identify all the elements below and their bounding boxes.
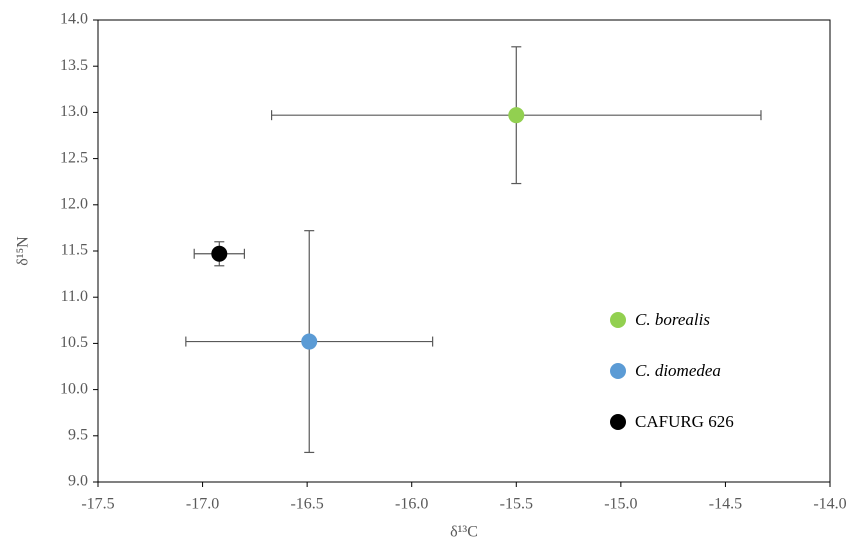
x-tick-label: -16.0 (395, 496, 428, 513)
x-tick-label: -17.5 (81, 496, 114, 513)
point (508, 107, 525, 124)
x-tick-label: -14.0 (813, 496, 846, 513)
x-tick-label: -17.0 (186, 496, 219, 513)
x-tick-label: -15.0 (604, 496, 637, 513)
y-tick-label: 10.0 (60, 380, 88, 397)
y-tick-label: 9.0 (68, 473, 88, 490)
legend-marker (610, 312, 626, 328)
legend: C. borealis C. diomedea CAFURG 626 (610, 310, 734, 431)
x-tick-label: -16.5 (290, 496, 323, 513)
x-axis-title: δ¹³C (450, 524, 478, 541)
y-tick-label: 9.5 (68, 426, 88, 443)
legend-label: C. diomedea (635, 361, 721, 380)
legend-marker (610, 363, 626, 379)
y-tick-label: 12.0 (60, 195, 88, 212)
y-tick-label: 11.5 (61, 242, 88, 259)
legend-label: C. borealis (635, 310, 710, 329)
y-axis-title: δ¹⁵N (15, 236, 32, 266)
y-tick-label: 13.5 (60, 57, 88, 74)
y-tick-label: 14.0 (60, 11, 88, 28)
y-tick-label: 12.5 (60, 149, 88, 166)
point (301, 333, 318, 350)
legend-label: CAFURG 626 (635, 412, 734, 431)
point (211, 245, 228, 262)
y-tick-label: 13.0 (60, 103, 88, 120)
legend-marker (610, 414, 626, 430)
x-tick-label: -15.5 (500, 496, 533, 513)
y-tick-label: 10.5 (60, 334, 88, 351)
y-tick-label: 11.0 (61, 288, 88, 305)
x-tick-label: -14.5 (709, 496, 742, 513)
